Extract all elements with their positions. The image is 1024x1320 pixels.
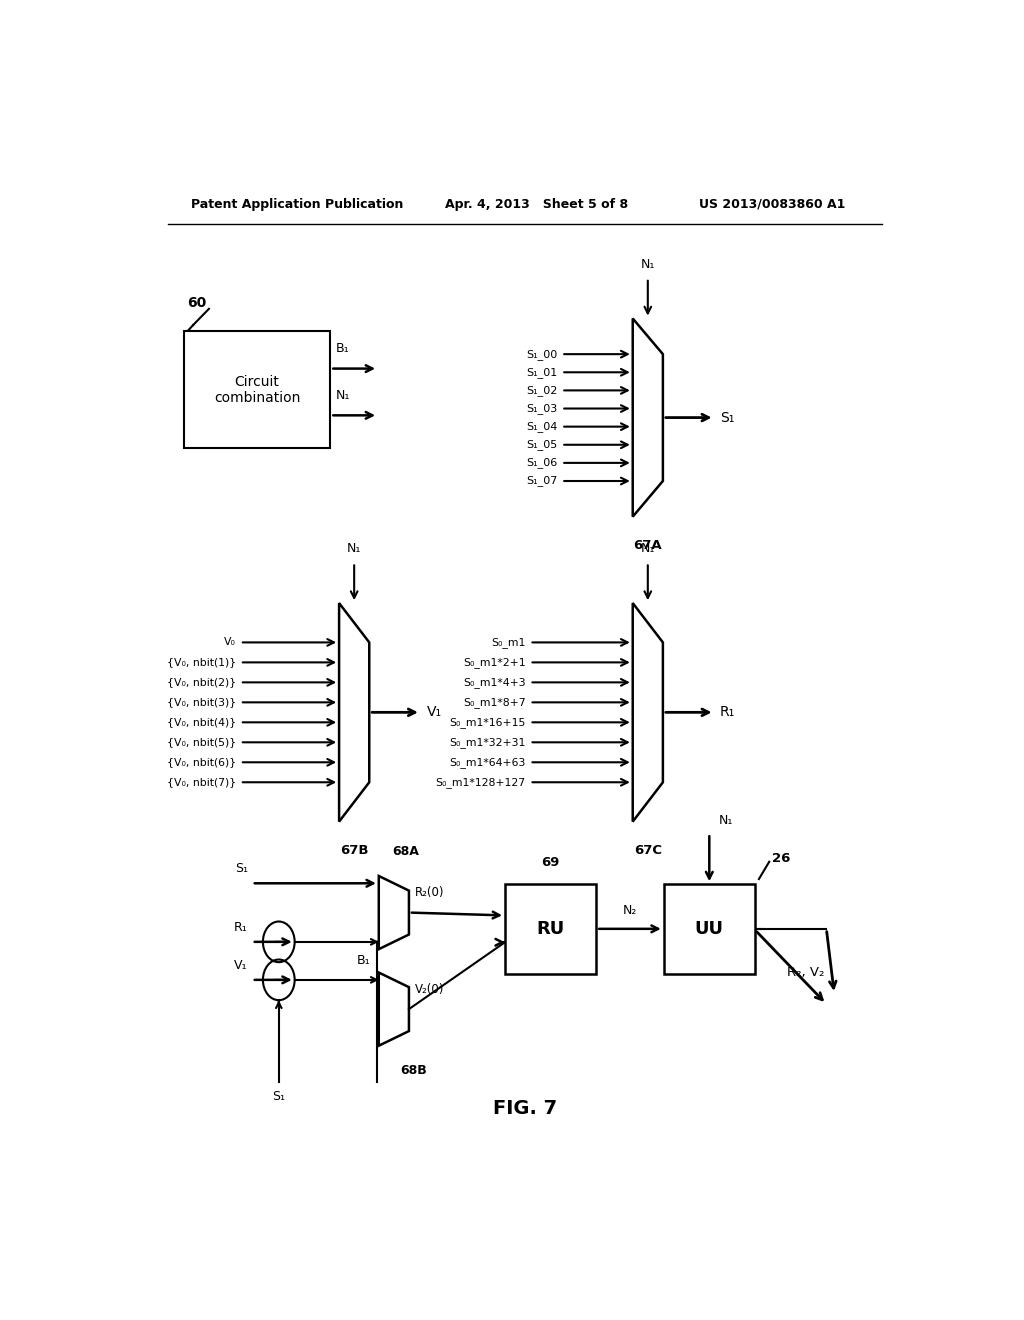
Text: N₁: N₁ — [641, 257, 655, 271]
Text: V₀: V₀ — [224, 638, 236, 647]
Text: V₁: V₁ — [426, 705, 441, 719]
Text: {V₀, nbit(4)}: {V₀, nbit(4)} — [167, 717, 236, 727]
Text: S₀_m1*64+63: S₀_m1*64+63 — [450, 756, 525, 768]
Text: 67C: 67C — [634, 843, 662, 857]
Text: 68A: 68A — [392, 845, 419, 858]
Text: S₀_m1*2+1: S₀_m1*2+1 — [463, 657, 525, 668]
Text: {V₀, nbit(7)}: {V₀, nbit(7)} — [167, 777, 236, 787]
Text: N₂: N₂ — [623, 904, 637, 916]
Text: S₁: S₁ — [272, 1090, 286, 1104]
Text: S₁_04: S₁_04 — [526, 421, 557, 432]
Text: Circuit
combination: Circuit combination — [214, 375, 300, 405]
Text: {V₀, nbit(1)}: {V₀, nbit(1)} — [167, 657, 236, 668]
Text: 26: 26 — [772, 853, 791, 865]
Text: S₁_06: S₁_06 — [526, 458, 557, 469]
Text: V₂(0): V₂(0) — [416, 983, 444, 995]
Text: R₁: R₁ — [720, 705, 735, 719]
Text: UU: UU — [695, 920, 724, 937]
Text: S₁_07: S₁_07 — [526, 475, 557, 487]
Text: 68B: 68B — [400, 1064, 427, 1077]
Text: S₀_m1: S₀_m1 — [492, 638, 525, 648]
Text: {V₀, nbit(2)}: {V₀, nbit(2)} — [167, 677, 236, 688]
Text: 67A: 67A — [634, 539, 663, 552]
Bar — [183, 331, 331, 447]
Text: S₀_m1*8+7: S₀_m1*8+7 — [463, 697, 525, 708]
Text: S₀_m1*32+31: S₀_m1*32+31 — [450, 737, 525, 747]
Text: 69: 69 — [542, 855, 560, 869]
Text: 60: 60 — [187, 296, 207, 310]
Text: 67B: 67B — [340, 843, 369, 857]
Text: RU: RU — [537, 920, 564, 937]
Text: US 2013/0083860 A1: US 2013/0083860 A1 — [699, 198, 846, 211]
Text: N₁: N₁ — [641, 543, 655, 556]
Text: {V₀, nbit(5)}: {V₀, nbit(5)} — [167, 738, 236, 747]
Text: S₁_00: S₁_00 — [526, 348, 557, 359]
Bar — [505, 884, 596, 974]
Text: S₁_01: S₁_01 — [526, 367, 557, 378]
Text: R₁: R₁ — [234, 921, 248, 933]
Text: Apr. 4, 2013   Sheet 5 of 8: Apr. 4, 2013 Sheet 5 of 8 — [445, 198, 629, 211]
Text: −: − — [272, 935, 285, 949]
Text: S₁_03: S₁_03 — [526, 403, 557, 414]
Bar — [664, 884, 755, 974]
Text: FIG. 7: FIG. 7 — [493, 1100, 557, 1118]
Text: S₁_02: S₁_02 — [526, 385, 557, 396]
Text: B₁: B₁ — [336, 342, 349, 355]
Text: S₁: S₁ — [234, 862, 248, 875]
Text: S₀_m1*16+15: S₀_m1*16+15 — [450, 717, 525, 727]
Text: S₀_m1*128+127: S₀_m1*128+127 — [435, 776, 525, 788]
Text: N₁: N₁ — [336, 389, 350, 403]
Text: V₁: V₁ — [234, 958, 248, 972]
Text: N₁: N₁ — [719, 814, 733, 828]
Text: N₁: N₁ — [347, 543, 361, 556]
Text: {V₀, nbit(6)}: {V₀, nbit(6)} — [167, 758, 236, 767]
Text: R₂(0): R₂(0) — [416, 886, 444, 899]
Text: S₁_05: S₁_05 — [526, 440, 557, 450]
Text: S₁: S₁ — [720, 411, 734, 425]
Text: S₀_m1*4+3: S₀_m1*4+3 — [463, 677, 525, 688]
Text: Patent Application Publication: Patent Application Publication — [191, 198, 403, 211]
Text: R₂, V₂: R₂, V₂ — [786, 966, 824, 978]
Text: −: − — [272, 973, 285, 987]
Text: B₁: B₁ — [357, 954, 371, 968]
Text: {V₀, nbit(3)}: {V₀, nbit(3)} — [167, 697, 236, 708]
